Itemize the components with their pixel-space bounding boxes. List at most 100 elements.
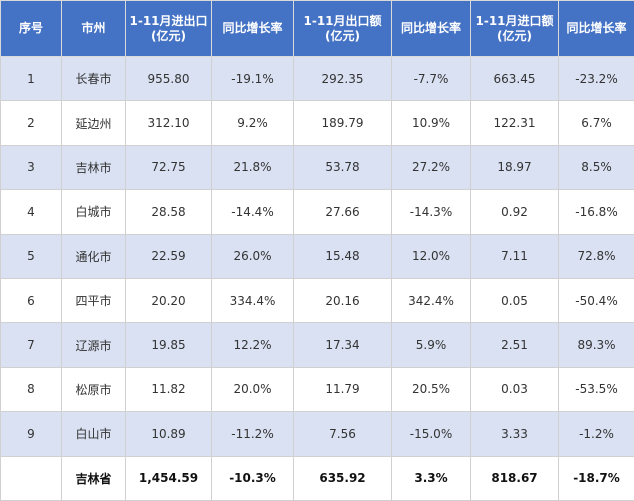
cell-total-trade: 312.10: [126, 101, 212, 145]
cell-city: 松原市: [62, 367, 126, 411]
cell-import-growth: -18.7%: [559, 456, 634, 500]
cell-total-trade: 1,454.59: [126, 456, 212, 500]
header-export: 1-11月出口额 (亿元): [294, 1, 392, 57]
header-import-growth: 同比增长率: [559, 1, 634, 57]
cell-import-growth: 72.8%: [559, 234, 634, 278]
header-index: 序号: [1, 1, 62, 57]
cell-export: 189.79: [294, 101, 392, 145]
cell-total-growth: 12.2%: [212, 323, 294, 367]
cell-index: 4: [1, 190, 62, 234]
cell-index: [1, 456, 62, 500]
cell-export: 53.78: [294, 145, 392, 189]
cell-export-growth: -7.7%: [392, 57, 471, 101]
cell-index: 7: [1, 323, 62, 367]
cell-export: 635.92: [294, 456, 392, 500]
cell-city: 辽源市: [62, 323, 126, 367]
cell-import-growth: -23.2%: [559, 57, 634, 101]
cell-export-growth: 10.9%: [392, 101, 471, 145]
cell-index: 9: [1, 412, 62, 456]
cell-import-growth: 8.5%: [559, 145, 634, 189]
header-export-growth: 同比增长率: [392, 1, 471, 57]
cell-total-growth: 334.4%: [212, 278, 294, 322]
cell-index: 3: [1, 145, 62, 189]
cell-total-growth: -10.3%: [212, 456, 294, 500]
cell-total-trade: 10.89: [126, 412, 212, 456]
cell-import: 122.31: [471, 101, 559, 145]
cell-import-growth: 6.7%: [559, 101, 634, 145]
cell-export-growth: 5.9%: [392, 323, 471, 367]
cell-export-growth: -14.3%: [392, 190, 471, 234]
cell-export: 17.34: [294, 323, 392, 367]
cell-export: 11.79: [294, 367, 392, 411]
cell-import: 2.51: [471, 323, 559, 367]
cell-import: 0.92: [471, 190, 559, 234]
cell-import: 3.33: [471, 412, 559, 456]
header-city: 市州: [62, 1, 126, 57]
cell-import-growth: -1.2%: [559, 412, 634, 456]
cell-city: 长春市: [62, 57, 126, 101]
cell-index: 1: [1, 57, 62, 101]
cell-total-growth: 21.8%: [212, 145, 294, 189]
cell-import: 818.67: [471, 456, 559, 500]
cell-total-trade: 955.80: [126, 57, 212, 101]
cell-export: 292.35: [294, 57, 392, 101]
cell-import-growth: 89.3%: [559, 323, 634, 367]
cell-total-growth: -14.4%: [212, 190, 294, 234]
cell-index: 6: [1, 278, 62, 322]
header-row: 序号 市州 1-11月进出口 (亿元) 同比增长率 1-11月出口额 (亿元) …: [1, 1, 634, 57]
cell-total-growth: 20.0%: [212, 367, 294, 411]
cell-import-growth: -16.8%: [559, 190, 634, 234]
cell-city: 吉林市: [62, 145, 126, 189]
cell-total-trade: 72.75: [126, 145, 212, 189]
cell-export-growth: 27.2%: [392, 145, 471, 189]
cell-import-growth: -50.4%: [559, 278, 634, 322]
header-total-trade: 1-11月进出口 (亿元): [126, 1, 212, 57]
cell-export-growth: 20.5%: [392, 367, 471, 411]
cell-total-growth: -11.2%: [212, 412, 294, 456]
cell-export-growth: 12.0%: [392, 234, 471, 278]
cell-total-trade: 19.85: [126, 323, 212, 367]
cell-index: 5: [1, 234, 62, 278]
cell-index: 2: [1, 101, 62, 145]
cell-import: 663.45: [471, 57, 559, 101]
cell-export: 27.66: [294, 190, 392, 234]
cell-city: 四平市: [62, 278, 126, 322]
cell-total-trade: 28.58: [126, 190, 212, 234]
cell-export-growth: -15.0%: [392, 412, 471, 456]
cell-total-trade: 11.82: [126, 367, 212, 411]
cell-export: 20.16: [294, 278, 392, 322]
cell-city: 白城市: [62, 190, 126, 234]
cell-import: 0.05: [471, 278, 559, 322]
cell-total-trade: 22.59: [126, 234, 212, 278]
cell-import: 18.97: [471, 145, 559, 189]
cell-import: 7.11: [471, 234, 559, 278]
cell-import-growth: -53.5%: [559, 367, 634, 411]
cell-total-growth: -19.1%: [212, 57, 294, 101]
cell-export-growth: 3.3%: [392, 456, 471, 500]
cell-city: 延边州: [62, 101, 126, 145]
cell-city: 吉林省: [62, 456, 126, 500]
cell-total-growth: 26.0%: [212, 234, 294, 278]
cell-export-growth: 342.4%: [392, 278, 471, 322]
header-import: 1-11月进口额 (亿元): [471, 1, 559, 57]
cell-total-trade: 20.20: [126, 278, 212, 322]
table-header: 序号 市州 1-11月进出口 (亿元) 同比增长率 1-11月出口额 (亿元) …: [1, 1, 634, 57]
cell-city: 通化市: [62, 234, 126, 278]
cell-export: 7.56: [294, 412, 392, 456]
cell-index: 8: [1, 367, 62, 411]
header-total-growth: 同比增长率: [212, 1, 294, 57]
cell-export: 15.48: [294, 234, 392, 278]
cell-city: 白山市: [62, 412, 126, 456]
